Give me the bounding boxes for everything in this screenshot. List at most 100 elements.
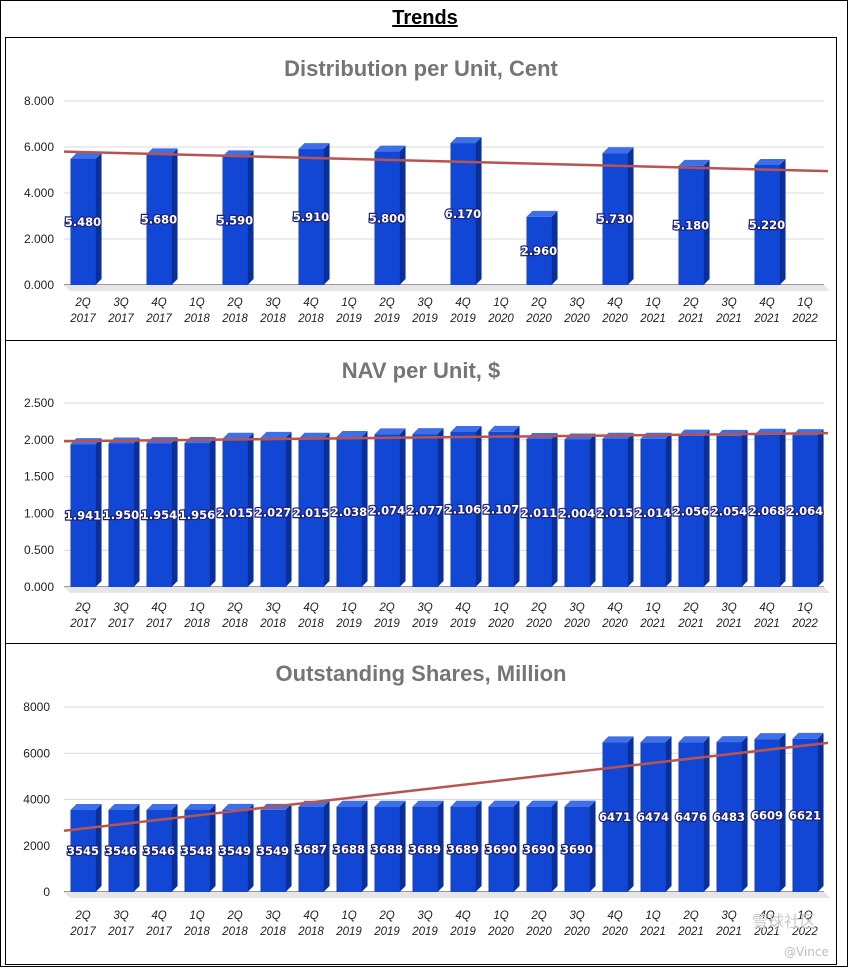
x-tick-year: 2021: [677, 313, 704, 325]
x-tick-quarter: 2Q: [378, 297, 394, 309]
x-tick-year: 2019: [373, 926, 400, 938]
x-tick-quarter: 3Q: [569, 910, 584, 922]
data-label: 6.170: [445, 207, 481, 221]
bar: [450, 425, 482, 587]
shares-chart-panel: Outstanding Shares, Million 8000 6000 4000 2…: [5, 643, 837, 965]
x-tick-year: 2019: [411, 618, 438, 630]
data-label: 5.220: [749, 218, 785, 232]
data-label: 5.480: [65, 215, 101, 229]
x-tick-quarter: 1Q: [797, 910, 812, 922]
data-label: 3688: [371, 842, 403, 856]
x-tick-quarter: 3Q: [721, 297, 736, 309]
data-label: 3689: [409, 842, 441, 856]
data-label: 2.107: [483, 502, 519, 516]
y-tick-label: 8000: [23, 700, 50, 714]
data-label: 5.680: [141, 213, 177, 227]
x-tick-quarter: 1Q: [341, 910, 356, 922]
bar: [488, 800, 520, 892]
x-tick-year: 2020: [563, 926, 590, 938]
x-tick-quarter: 1Q: [341, 602, 356, 614]
bar: [298, 800, 330, 892]
y-tick-label: 4000: [23, 793, 50, 807]
chart-floor: [64, 892, 830, 898]
x-tick-year: 2017: [145, 618, 172, 630]
y-tick-label: 2.500: [24, 396, 54, 410]
data-label: 6621: [789, 808, 821, 822]
bar: [260, 803, 292, 892]
x-tick-year: 2021: [639, 313, 666, 325]
x-tick-quarter: 3Q: [721, 910, 736, 922]
x-tick-year: 2019: [373, 618, 400, 630]
bar: [602, 432, 634, 587]
y-tick-label: 4.000: [24, 186, 54, 200]
x-tick-year: 2019: [449, 926, 476, 938]
x-tick-year: 2020: [525, 313, 552, 325]
x-tick-year: 2019: [373, 313, 400, 325]
bar: [602, 147, 634, 285]
data-label: 3690: [561, 842, 593, 856]
x-tick-year: 2020: [601, 313, 628, 325]
bar: [754, 428, 786, 587]
x-tick-year: 2019: [449, 313, 476, 325]
x-tick-quarter: 2Q: [530, 297, 546, 309]
x-tick-quarter: 4Q: [607, 602, 622, 614]
x-tick-quarter: 3Q: [417, 602, 432, 614]
x-tick-year: 2022: [791, 313, 818, 325]
x-tick-quarter: 4Q: [151, 602, 166, 614]
x-tick-year: 2020: [525, 926, 552, 938]
x-tick-quarter: 3Q: [113, 297, 128, 309]
data-label: 6609: [751, 809, 783, 823]
x-tick-quarter: 2Q: [530, 910, 546, 922]
x-tick-year: 2021: [639, 926, 666, 938]
distribution-chart-panel: Distribution per Unit, Cent 8.000 6.000 4.0…: [5, 37, 837, 341]
data-label: 2.015: [217, 506, 253, 520]
x-tick-year: 2021: [753, 313, 780, 325]
bar: [678, 429, 710, 587]
x-tick-quarter: 4Q: [303, 297, 318, 309]
data-label: 2.077: [407, 504, 443, 518]
data-label: 6471: [599, 810, 631, 824]
data-label: 2.056: [673, 504, 709, 518]
y-tick-label: 0: [43, 885, 50, 899]
x-tick-year: 2020: [601, 926, 628, 938]
x-tick-year: 2021: [639, 618, 666, 630]
x-tick-quarter: 1Q: [189, 602, 204, 614]
data-label: 3546: [105, 844, 137, 858]
x-tick-year: 2018: [221, 313, 248, 325]
x-tick-year: 2021: [677, 926, 704, 938]
bar: [336, 800, 368, 892]
y-tick-label: 2000: [23, 839, 50, 853]
bar: [678, 736, 710, 892]
bar: [450, 800, 482, 892]
data-label: 2.011: [521, 506, 557, 520]
x-tick-quarter: 4Q: [151, 297, 166, 309]
x-tick-quarter: 4Q: [759, 297, 774, 309]
x-tick-year: 2021: [677, 618, 704, 630]
x-tick-year: 2017: [107, 313, 134, 325]
x-tick-quarter: 4Q: [759, 602, 774, 614]
bar: [564, 800, 596, 892]
x-tick-quarter: 3Q: [417, 297, 432, 309]
bar: [412, 800, 444, 892]
chart-title: NAV per Unit, $: [342, 358, 501, 383]
x-tick-quarter: 2Q: [74, 910, 90, 922]
data-label: 6483: [713, 810, 745, 824]
data-label: 6476: [675, 810, 707, 824]
x-tick-quarter: 2Q: [226, 602, 242, 614]
x-tick-year: 2021: [715, 926, 742, 938]
x-tick-quarter: 1Q: [645, 910, 660, 922]
data-label: 2.015: [597, 506, 633, 520]
data-label: 3690: [485, 842, 517, 856]
x-tick-quarter: 2Q: [682, 910, 698, 922]
x-tick-year: 2019: [335, 926, 362, 938]
bar: [222, 803, 254, 892]
x-tick-quarter: 1Q: [493, 297, 508, 309]
data-label: 6474: [637, 810, 669, 824]
x-tick-year: 2018: [221, 618, 248, 630]
bar: [526, 800, 558, 892]
x-tick-quarter: 4Q: [303, 602, 318, 614]
x-tick-quarter: 3Q: [721, 602, 736, 614]
x-tick-year: 2021: [753, 618, 780, 630]
bar: [70, 438, 102, 587]
x-tick-year: 2018: [297, 926, 324, 938]
